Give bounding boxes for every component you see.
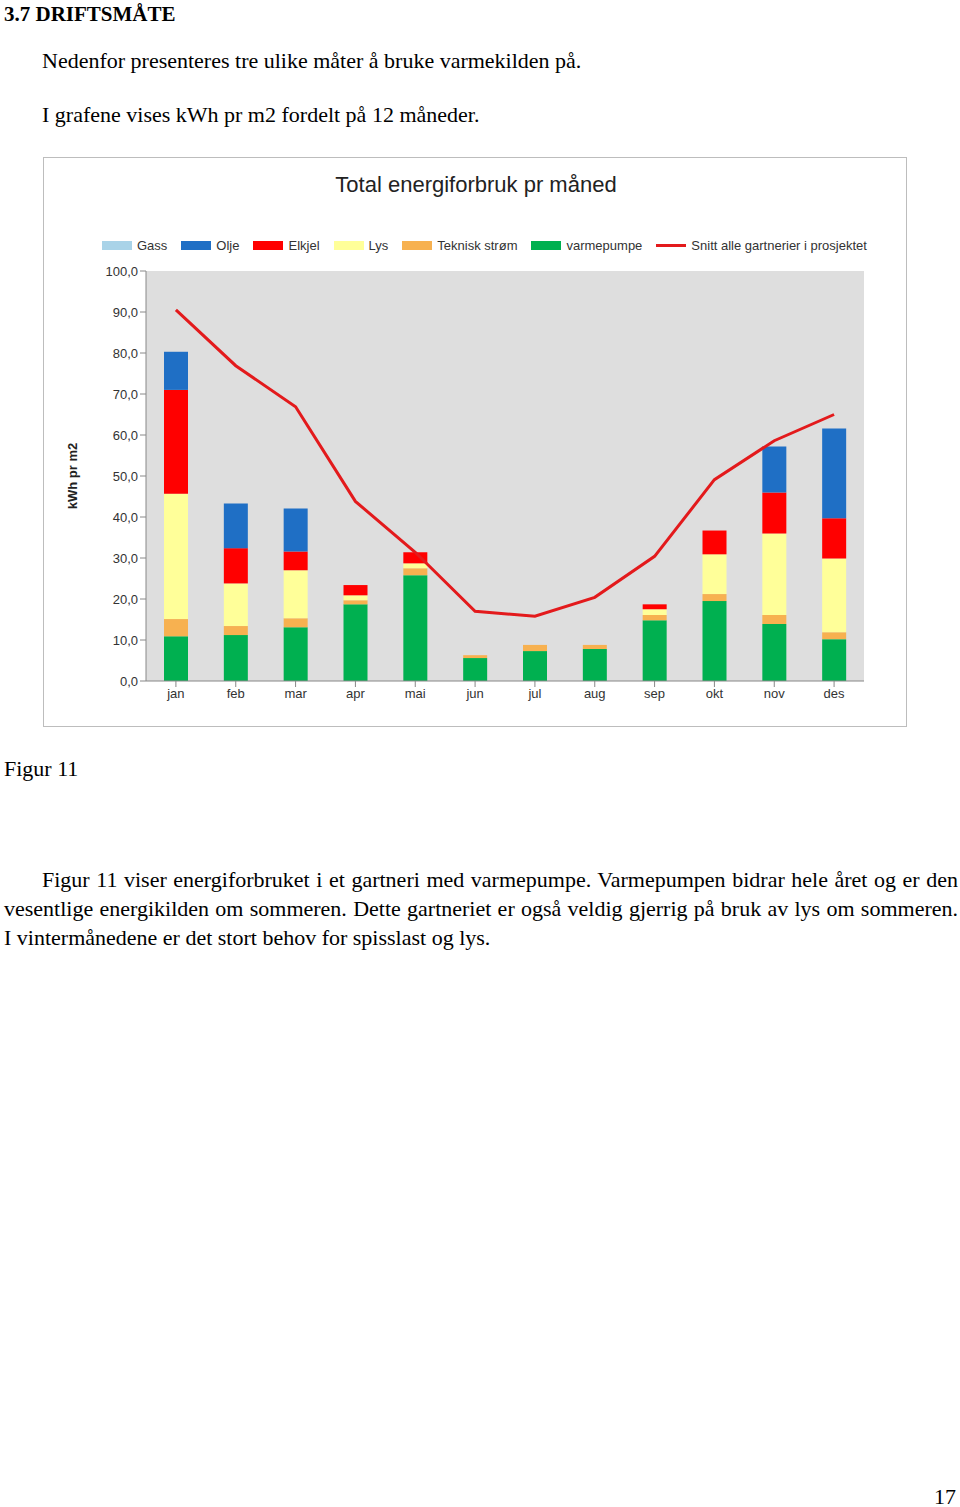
- svg-text:30,0: 30,0: [113, 551, 138, 566]
- svg-text:jun: jun: [465, 686, 483, 701]
- svg-text:des: des: [824, 686, 845, 701]
- svg-text:sep: sep: [644, 686, 665, 701]
- html-text:Nedenfor presenteres tre ulike: Nedenfor presenteres tre ulike måter å b…: [42, 48, 582, 73]
- svg-text:60,0: 60,0: [113, 428, 138, 443]
- html-text:3.7 DRIFTSMÅTE: 3.7 DRIFTSMÅTE: [4, 2, 176, 26]
- svg-text:apr: apr: [346, 686, 365, 701]
- svg-text:100,0: 100,0: [105, 264, 138, 279]
- html-text:I grafene vises kWh pr m2 ford: I grafene vises kWh pr m2 fordelt på 12 …: [42, 102, 480, 127]
- svg-text:80,0: 80,0: [113, 346, 138, 361]
- svg-text:40,0: 40,0: [113, 510, 138, 525]
- svg-text:mar: mar: [284, 686, 307, 701]
- svg-text:50,0: 50,0: [113, 469, 138, 484]
- svg-text:kWh pr m2: kWh pr m2: [65, 443, 80, 509]
- svg-text:70,0: 70,0: [113, 387, 138, 402]
- svg-text:10,0: 10,0: [113, 633, 138, 648]
- svg-text:jan: jan: [166, 686, 184, 701]
- svg-text:feb: feb: [227, 686, 245, 701]
- html-text:Lys: Lys: [368, 238, 389, 253]
- html-text:varmepumpe: varmepumpe: [566, 238, 643, 253]
- html-text:Elkjel: Elkjel: [288, 238, 320, 253]
- svg-text:0,0: 0,0: [120, 674, 138, 689]
- html-text:Figur 11 viser energiforbruket: Figur 11 viser energiforbruket i et gart…: [4, 867, 958, 950]
- svg-text:mai: mai: [405, 686, 426, 701]
- svg-text:aug: aug: [584, 686, 606, 701]
- html-text:Gass: Gass: [137, 238, 168, 253]
- svg-text:20,0: 20,0: [113, 592, 138, 607]
- html-text:Figur 11: Figur 11: [4, 756, 79, 781]
- svg-text:jul: jul: [527, 686, 541, 701]
- svg-text:90,0: 90,0: [113, 305, 138, 320]
- html-text:Olje: Olje: [216, 238, 240, 253]
- html-text:Total energiforbruk pr måned: Total energiforbruk pr måned: [335, 172, 617, 197]
- html-text:Teknisk strøm: Teknisk strøm: [437, 238, 518, 253]
- svg-text:nov: nov: [764, 686, 785, 701]
- svg-text:okt: okt: [706, 686, 724, 701]
- html-text:Snitt alle gartnerier i prosje: Snitt alle gartnerier i prosjektet: [691, 238, 867, 253]
